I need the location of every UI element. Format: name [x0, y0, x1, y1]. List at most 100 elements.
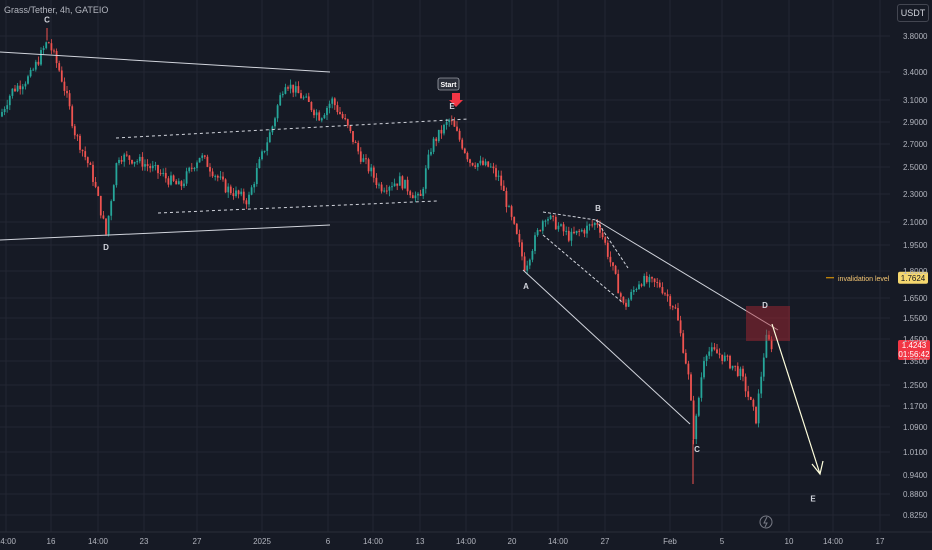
- y-tick-label: 2.9000: [903, 118, 928, 127]
- candle-body: [146, 164, 149, 167]
- time-axis[interactable]: 14:00 16 14:00 23 27 2025 6 14:00 13 14:00 20 14:00…: [0, 531, 932, 546]
- price-axis[interactable]: 3.8000 3.4000 3.1000 2.9000 2.7000 2.5000 2.30…: [903, 32, 928, 520]
- candle-body: [658, 282, 661, 288]
- candle-body: [666, 294, 669, 297]
- candle-body: [609, 256, 612, 263]
- candle-body: [292, 84, 295, 93]
- y-tick-label: 3.8000: [903, 32, 928, 41]
- candle-body: [747, 391, 750, 397]
- symbol-title[interactable]: Grass/Tether, 4h, GATEIO: [4, 5, 109, 15]
- candle-body: [534, 235, 536, 251]
- candle-body: [463, 148, 466, 154]
- candle-body: [705, 355, 708, 361]
- candle-body: [157, 165, 159, 174]
- candle-body: [505, 191, 508, 207]
- candle-body: [237, 190, 240, 195]
- candle-body: [274, 118, 276, 127]
- candle-body: [653, 278, 656, 282]
- flag-dashed: [542, 234, 623, 303]
- candle-body: [222, 176, 224, 180]
- candle-body: [567, 230, 570, 241]
- drawings: Start invalidation level 1.7624 1.424301:56…: [0, 51, 930, 529]
- candle-body: [627, 299, 630, 307]
- candle-body: [409, 191, 412, 196]
- candle-body: [445, 122, 448, 125]
- candle-body: [677, 308, 679, 321]
- candle-body: [583, 230, 586, 234]
- candle-body: [125, 154, 128, 156]
- candle-body: [268, 132, 271, 143]
- candle-body: [97, 186, 100, 196]
- candle-body: [544, 220, 547, 222]
- candle-body: [224, 179, 227, 193]
- candle-body: [136, 161, 139, 163]
- candle-body: [453, 120, 456, 127]
- candle-body: [133, 161, 136, 164]
- candle-body: [721, 354, 724, 361]
- candle-body: [596, 222, 599, 225]
- candle-body: [63, 81, 66, 91]
- candle-body: [466, 153, 469, 160]
- candle-body: [198, 157, 201, 163]
- candle-body: [32, 69, 35, 71]
- lightning-icon: [763, 516, 768, 528]
- candle-body: [144, 164, 146, 167]
- candle-body: [539, 230, 542, 232]
- candle-body: [123, 154, 126, 162]
- candle-body: [645, 275, 648, 283]
- candle-body: [352, 131, 354, 142]
- y-tick-label: 1.3500: [903, 357, 928, 366]
- candle-body: [112, 185, 115, 202]
- candle-body: [164, 172, 167, 179]
- candle-body: [638, 284, 640, 290]
- invalidation-price: 1.7624: [901, 274, 926, 283]
- candle-body: [24, 83, 27, 87]
- candle-body: [120, 159, 123, 162]
- candle-body: [214, 175, 217, 177]
- candle-body: [248, 194, 250, 205]
- candle-body: [484, 161, 487, 165]
- candle-body: [762, 357, 765, 377]
- candle-body: [510, 206, 513, 217]
- candle-body: [320, 118, 323, 121]
- candle-body: [253, 184, 256, 188]
- candle-body: [287, 87, 289, 89]
- candle-body: [562, 224, 565, 232]
- candle-body: [669, 296, 672, 307]
- candle-body: [370, 167, 373, 172]
- candle-body: [333, 98, 336, 106]
- invalidation-price-badge: [898, 271, 928, 284]
- candle-body: [757, 393, 760, 424]
- candle-body: [731, 365, 734, 369]
- candle-body: [336, 105, 339, 113]
- candle-body: [357, 142, 360, 152]
- candle-body: [53, 50, 55, 52]
- candle-body: [692, 400, 695, 440]
- candle-body: [557, 225, 560, 230]
- candle-body: [185, 171, 188, 184]
- start-label: Start: [441, 82, 458, 89]
- candle-body: [622, 296, 625, 303]
- y-tick-label: 1.4500: [903, 335, 928, 344]
- candle-body: [495, 168, 497, 177]
- candle-body: [209, 166, 211, 172]
- candle-body: [578, 230, 581, 232]
- candle-body: [424, 168, 427, 189]
- candle-body: [188, 167, 191, 172]
- candle-body: [474, 165, 477, 168]
- candle-body: [684, 352, 687, 364]
- candle-body: [94, 181, 97, 187]
- candle-body: [427, 154, 430, 169]
- candle-body: [398, 176, 401, 186]
- x-tick-label: 27: [601, 537, 610, 546]
- candle-body: [710, 347, 713, 352]
- candle-body: [521, 242, 523, 257]
- candle-body: [170, 175, 172, 185]
- candle-body: [619, 293, 622, 297]
- candle-body: [723, 355, 726, 361]
- currency-badge[interactable]: USDT: [897, 4, 929, 22]
- candle-body: [554, 216, 557, 230]
- candle-body: [575, 230, 578, 234]
- candle-body: [739, 368, 742, 377]
